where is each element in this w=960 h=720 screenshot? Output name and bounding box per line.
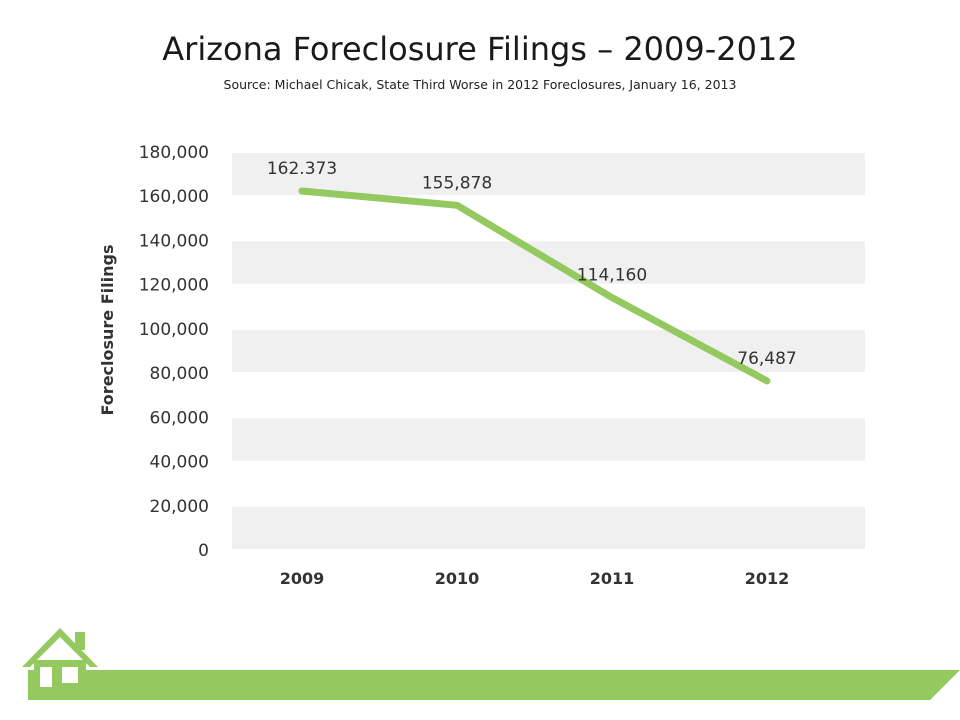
footer-bar [28,670,960,700]
y-tick-label: 40,000 [150,453,209,473]
y-tick-label: 180,000 [139,143,209,163]
y-tick-label: 160,000 [139,187,209,207]
y-tick-label: 80,000 [150,364,209,384]
data-label: 76,487 [737,349,796,369]
y-tick-label: 0 [198,541,209,561]
data-labels: 162.373 155,878 114,160 76,487 [267,159,797,369]
grid-band [232,418,865,461]
grid-band [232,506,865,549]
y-tick-label: 20,000 [150,497,209,517]
y-axis-ticks: 0 20,000 40,000 60,000 80,000 100,000 120,000 1… [139,143,209,561]
house-icon [22,628,98,700]
grid-band [232,153,865,196]
x-tick-label: 2011 [590,569,635,588]
data-label: 114,160 [577,266,647,286]
y-axis-label: Foreclosure Filings [98,245,117,416]
chart-title: Arizona Foreclosure Filings – 2009-2012 [162,30,798,68]
data-label: 162.373 [267,159,337,179]
x-tick-label: 2009 [280,569,325,588]
x-tick-label: 2012 [745,569,790,588]
data-label: 155,878 [422,173,492,193]
y-tick-label: 60,000 [150,408,209,428]
y-tick-label: 100,000 [139,320,209,340]
chart-subtitle: Source: Michael Chicak, State Third Wors… [223,77,737,92]
grid-bands [232,153,865,549]
x-axis-ticks: 2009 2010 2011 2012 [280,569,790,588]
y-tick-label: 140,000 [139,231,209,251]
x-tick-label: 2010 [435,569,480,588]
series-line-layer [298,187,771,385]
y-tick-label: 120,000 [139,276,209,296]
series-line [298,187,771,385]
grid-band [232,329,865,373]
